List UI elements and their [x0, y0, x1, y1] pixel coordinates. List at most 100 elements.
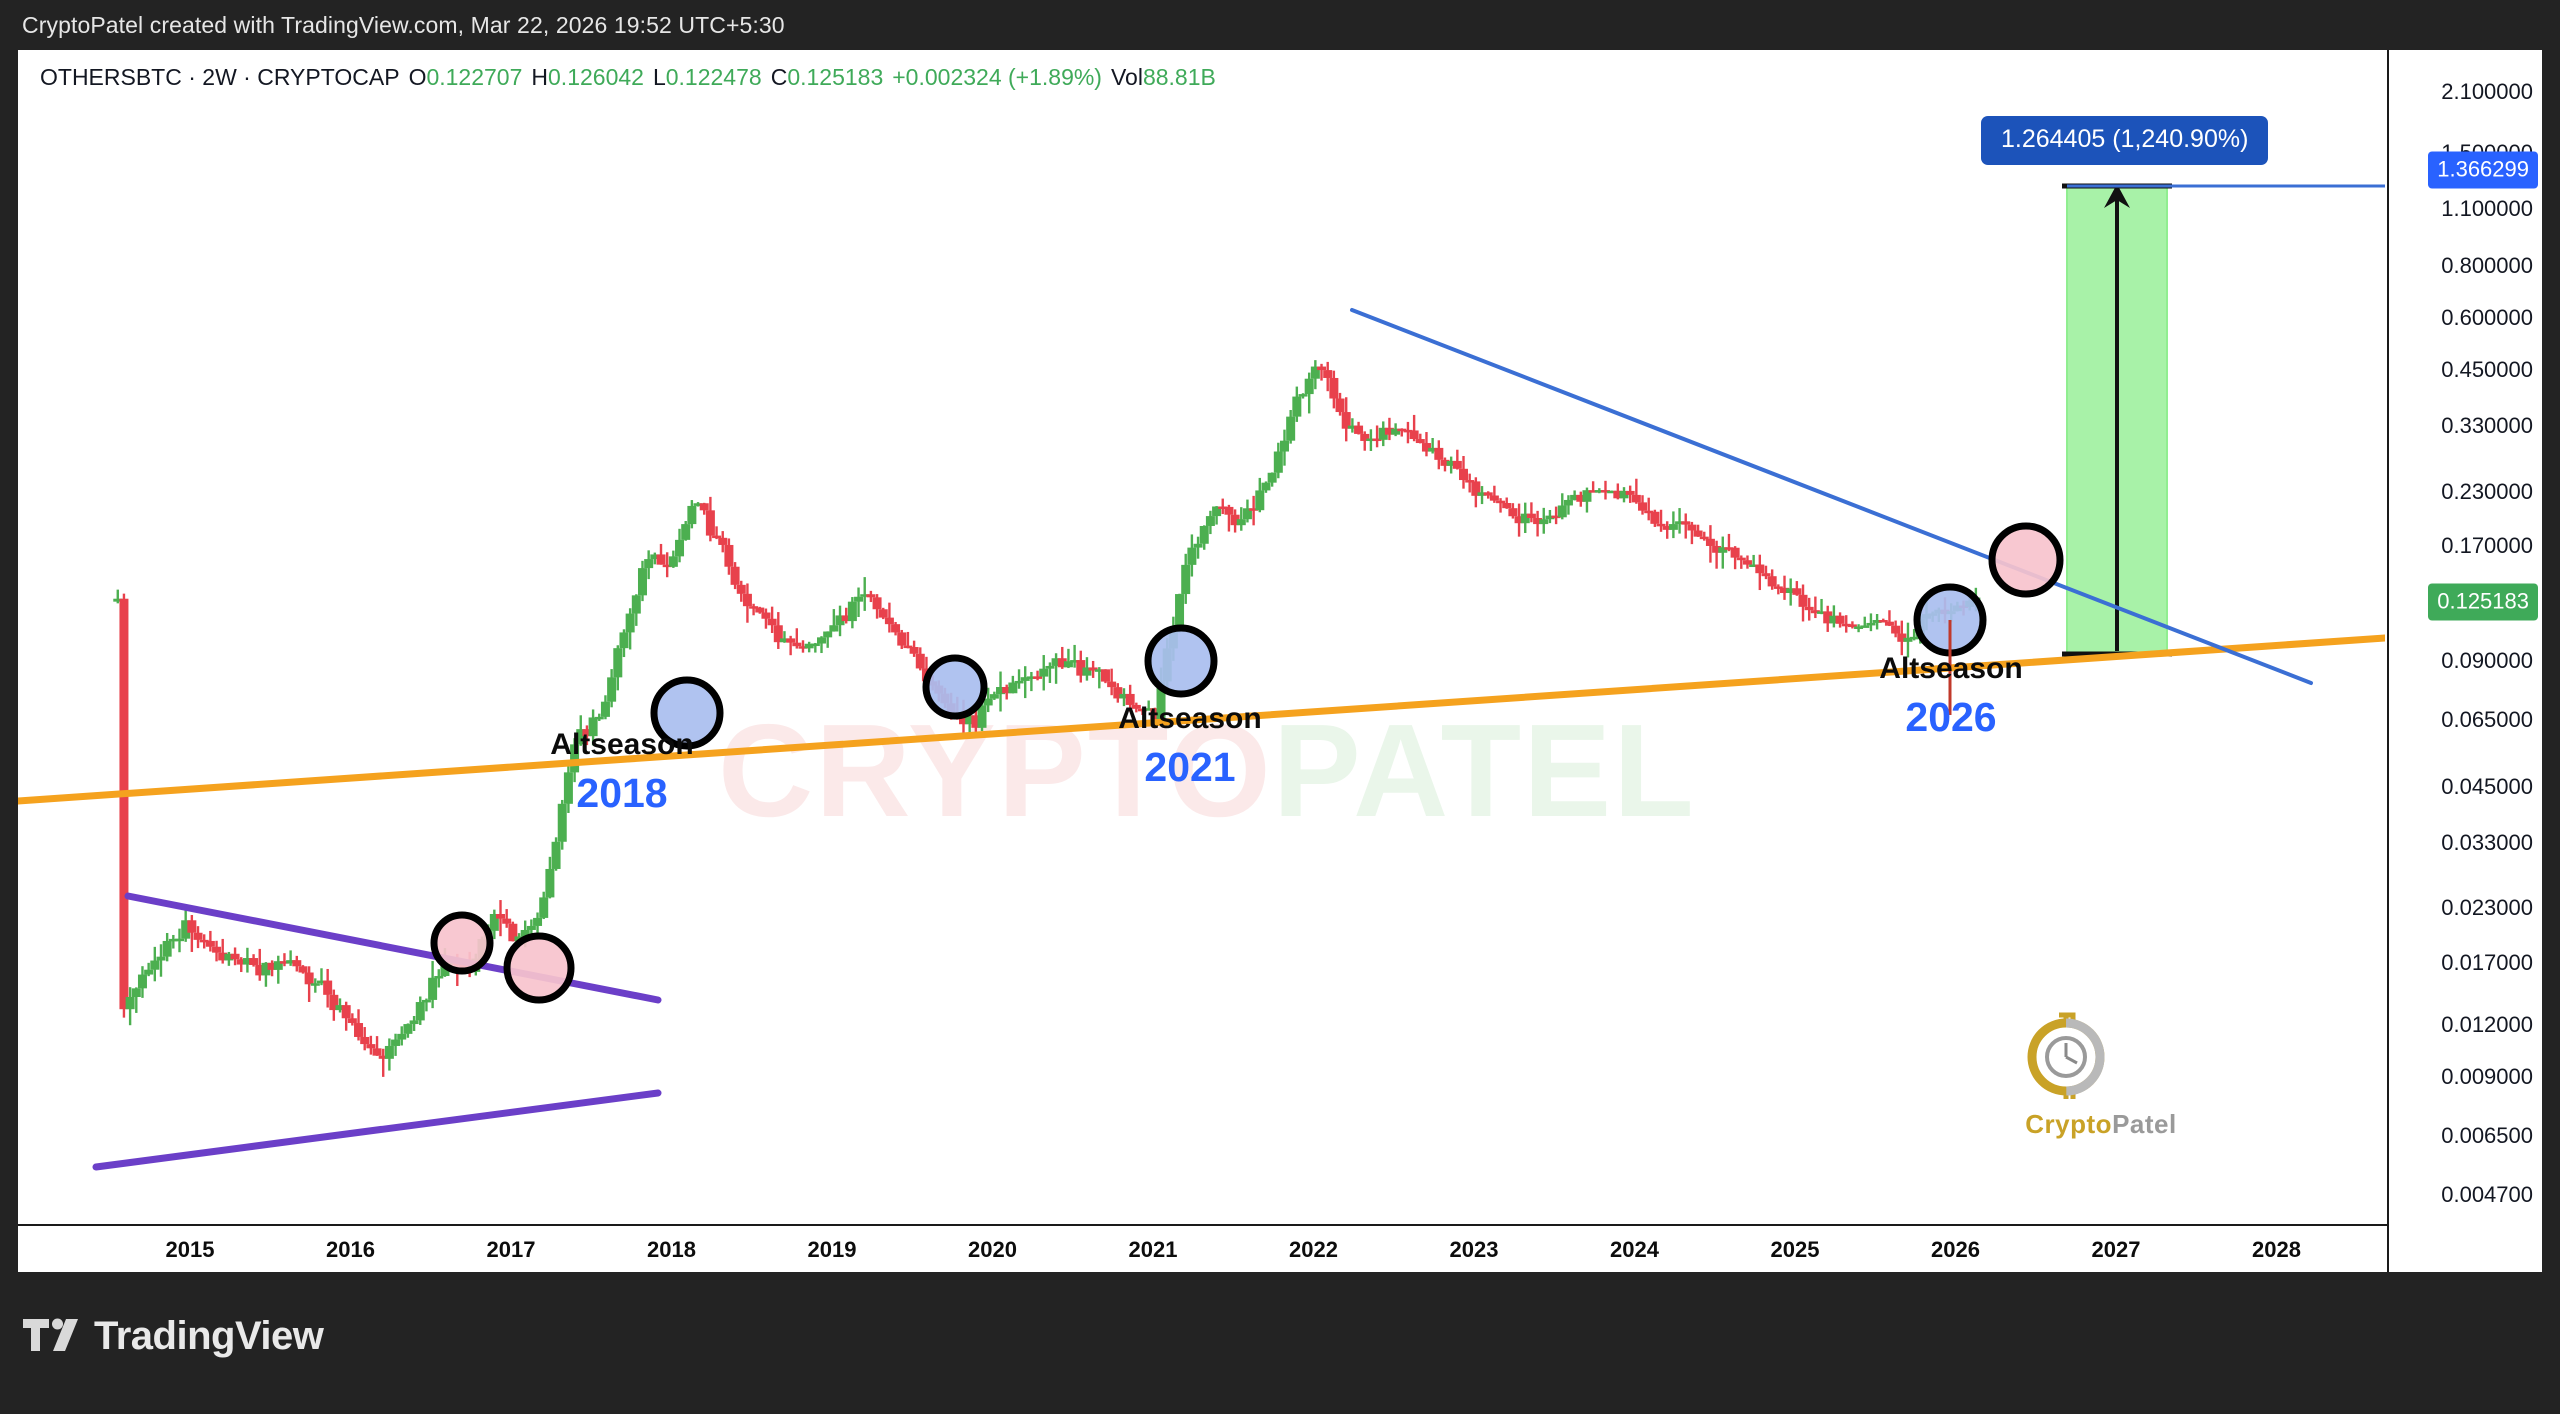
price-tick: 0.033000	[2441, 829, 2533, 855]
candle-body	[693, 503, 703, 506]
candle-body	[249, 958, 259, 965]
resistance-trendline-blue	[1350, 308, 2313, 685]
candle-body	[681, 524, 691, 540]
candle-body	[372, 1048, 382, 1056]
price-scale[interactable]: 2.1000001.5000001.1000000.8000000.600000…	[2387, 50, 2542, 1272]
candle-body	[1761, 573, 1771, 577]
candle-body	[1804, 606, 1814, 611]
candle-body	[1230, 514, 1240, 526]
candle-body	[1860, 625, 1870, 628]
price-tick: 0.017000	[2441, 949, 2533, 975]
candle-body	[1786, 588, 1796, 594]
candle-body	[1273, 451, 1283, 473]
candle-body	[823, 631, 833, 638]
legend-interval[interactable]: 2W	[202, 64, 237, 90]
candle-body	[1125, 693, 1135, 705]
candle-body	[594, 716, 604, 720]
candle-body	[212, 946, 222, 953]
candle-body	[792, 642, 802, 647]
measure-target-price-badge[interactable]: 1.366299	[2428, 151, 2538, 189]
annotation-title: Altseason	[1879, 652, 2023, 685]
candle-body	[1446, 460, 1456, 466]
measure-arrow-head	[2104, 184, 2130, 208]
candle-body	[347, 1018, 357, 1024]
candle-body	[502, 918, 512, 924]
candle-body	[187, 920, 197, 933]
time-tick: 2023	[1449, 1237, 1499, 1262]
candle-body	[1354, 425, 1364, 434]
candle-body	[1878, 619, 1888, 623]
candle-body	[1310, 366, 1320, 379]
candle-body	[496, 914, 506, 919]
candle-body	[1502, 502, 1512, 509]
legend-close-value: 0.125183	[787, 64, 884, 90]
candle-body	[230, 953, 240, 960]
candle-body	[829, 625, 839, 632]
candle-body	[1397, 428, 1407, 432]
legend-change: +0.002324 (+1.89%)	[892, 64, 1102, 90]
candle-body	[1384, 427, 1394, 435]
candle-body	[341, 1005, 351, 1019]
last-price-badge[interactable]: 0.125183	[2428, 583, 2538, 621]
candle-body	[125, 997, 135, 1010]
candle-body	[1650, 511, 1660, 524]
candle-body	[835, 615, 845, 626]
candle-body	[323, 980, 333, 995]
time-scale[interactable]: 2015 2016 2017 2018 2019 2020 2021 2022 2023 2024…	[18, 1224, 2387, 1272]
candle-body	[878, 609, 888, 618]
candle-body	[619, 632, 629, 649]
chart-legend[interactable]: OTHERSBTC · 2W · CRYPTOCAP O0.122707 H0.12…	[40, 64, 1216, 91]
candle-body	[1378, 427, 1388, 440]
candle-body	[1897, 633, 1907, 642]
candle-body	[989, 694, 999, 699]
candle-body	[1496, 500, 1506, 504]
candle-body	[742, 593, 752, 607]
candle-body	[1107, 681, 1117, 688]
time-tick: 2021	[1128, 1237, 1178, 1262]
candle-body	[1298, 394, 1308, 397]
tradingview-logo-text: TradingView	[94, 1314, 324, 1358]
candle-body	[1545, 515, 1555, 520]
legend-symbol[interactable]: OTHERSBTC	[40, 64, 182, 90]
candle-body	[1440, 459, 1450, 466]
candle-body	[1014, 680, 1024, 684]
tradingview-mark-icon	[23, 1318, 78, 1351]
candle-body	[329, 994, 339, 1011]
candle-body	[1687, 524, 1697, 531]
candle-body	[273, 961, 283, 970]
legend-close-label: C	[770, 64, 788, 90]
legend-high-label: H	[531, 64, 549, 90]
candle-body	[600, 701, 610, 717]
time-tick: 2015	[165, 1237, 215, 1262]
candle-body	[983, 698, 993, 706]
candle-body	[909, 647, 919, 654]
candle-body	[508, 923, 518, 942]
candle-body	[804, 643, 814, 649]
candle-body	[1823, 611, 1833, 624]
price-tick: 0.800000	[2441, 253, 2533, 279]
marker-breakout-2016	[430, 911, 494, 975]
time-tick: 2026	[1931, 1237, 1980, 1262]
candle-body	[1249, 508, 1259, 511]
candle-body	[150, 960, 160, 970]
candle-body	[1607, 490, 1617, 494]
candle-body	[1236, 519, 1246, 526]
candle-body	[1625, 490, 1635, 495]
price-tick: 0.330000	[2441, 413, 2533, 439]
candle-body	[1409, 430, 1419, 440]
candle-body	[1261, 482, 1271, 491]
candle-body	[1113, 687, 1123, 699]
candle-body	[193, 932, 203, 940]
candle-body	[1372, 438, 1382, 442]
candle-body	[786, 638, 796, 643]
candle-body	[1551, 515, 1561, 519]
candle-body	[1576, 494, 1586, 502]
chart-plot-area[interactable]: CRYPTOPATEL	[18, 50, 2387, 1224]
candle-body	[675, 539, 685, 557]
time-tick: 2024	[1610, 1237, 1659, 1262]
candle-body	[242, 958, 252, 965]
price-tick: 0.045000	[2441, 773, 2533, 799]
candle-body	[1644, 510, 1654, 514]
candle-body	[131, 988, 141, 998]
tradingview-logo[interactable]: TradingView	[22, 1314, 324, 1359]
